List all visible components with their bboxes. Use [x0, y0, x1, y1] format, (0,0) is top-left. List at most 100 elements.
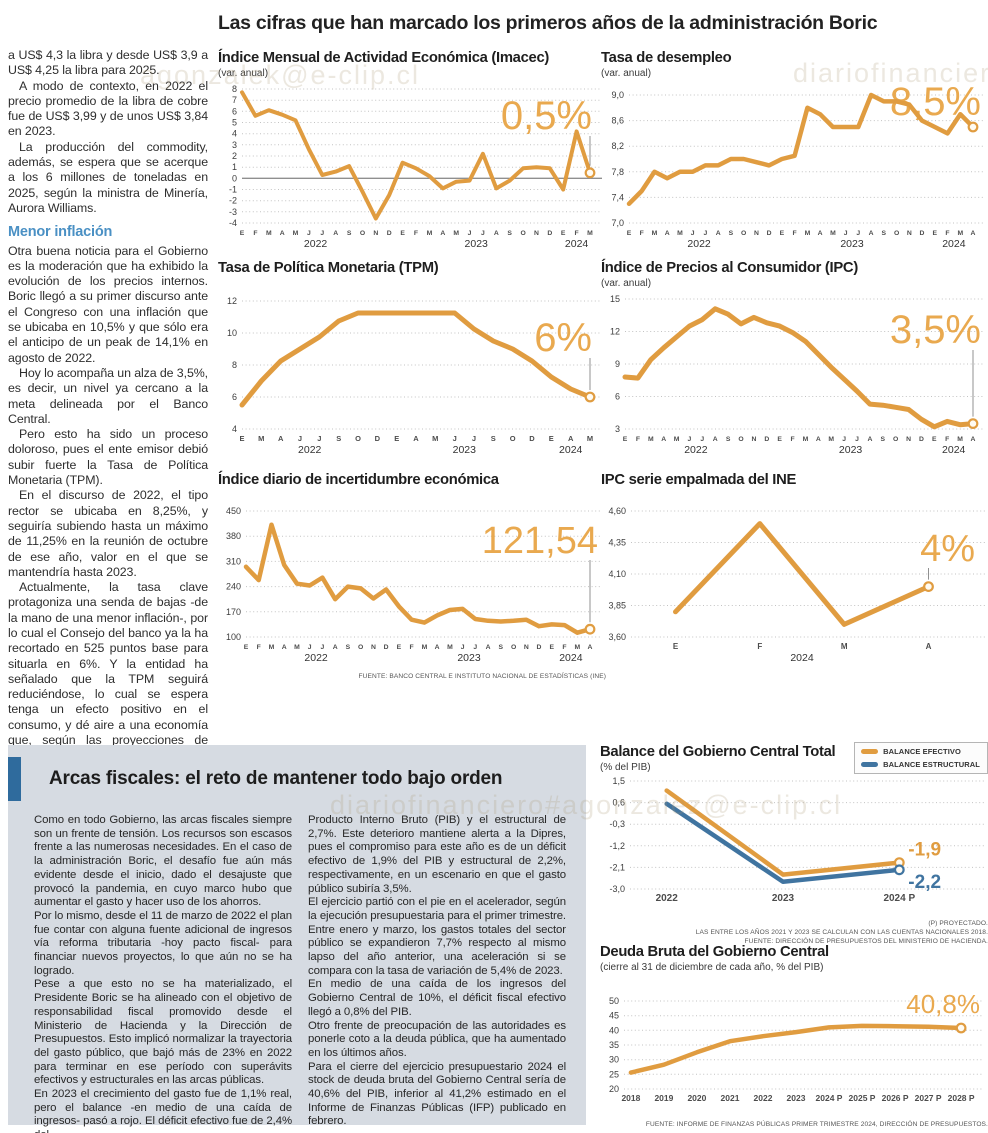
legend-swatch-estructural-icon [861, 762, 879, 767]
svg-text:D: D [387, 230, 392, 237]
svg-text:A: A [716, 230, 721, 237]
svg-text:6: 6 [232, 106, 237, 116]
svg-text:D: D [537, 644, 542, 651]
svg-text:J: J [298, 434, 302, 443]
legend-item-estructural: BALANCE ESTRUCTURAL [861, 760, 980, 769]
chart-footnote: LAS ENTRE LOS AÑOS 2021 Y 2023 SE CALCUL… [695, 928, 988, 936]
svg-text:N: N [907, 230, 912, 237]
svg-text:2024: 2024 [942, 238, 966, 250]
svg-text:M: M [841, 642, 848, 651]
svg-text:J: J [688, 436, 692, 443]
svg-text:S: S [881, 436, 886, 443]
fiscal-paragraph: El ejercicio partió con el pie en el ace… [308, 896, 566, 977]
svg-text:O: O [360, 230, 365, 237]
svg-text:12: 12 [227, 296, 237, 306]
svg-text:2024: 2024 [790, 652, 814, 664]
svg-text:O: O [355, 434, 361, 443]
svg-text:J: J [307, 230, 311, 237]
svg-text:D: D [920, 230, 925, 237]
svg-text:J: J [461, 644, 465, 651]
svg-text:F: F [757, 642, 762, 651]
svg-text:2028 P: 2028 P [948, 1093, 975, 1103]
svg-text:-1,9: -1,9 [908, 840, 941, 861]
svg-text:A: A [869, 230, 874, 237]
svg-text:F: F [562, 644, 566, 651]
chart-source: FUENTE: INFORME DE FINANZAS PÚBLICAS PRI… [645, 1121, 988, 1128]
svg-text:4: 4 [232, 129, 237, 139]
fiscal-section: Arcas fiscales: el reto de mantener todo… [8, 745, 586, 1133]
svg-text:M: M [587, 434, 593, 443]
svg-text:1,5: 1,5 [612, 776, 625, 786]
svg-text:2026 P: 2026 P [882, 1093, 909, 1103]
svg-text:2024 P: 2024 P [816, 1093, 843, 1103]
svg-text:2027 P: 2027 P [915, 1093, 942, 1103]
svg-text:M: M [830, 230, 836, 237]
svg-text:S: S [499, 644, 504, 651]
svg-text:30: 30 [609, 1055, 619, 1065]
chart-ipc: Índice de Precios al Consumidor (IPC) (v… [601, 260, 988, 464]
svg-text:J: J [472, 434, 476, 443]
svg-text:A: A [440, 230, 445, 237]
svg-text:M: M [574, 644, 580, 651]
svg-text:-2: -2 [229, 196, 237, 206]
svg-text:A: A [661, 436, 666, 443]
chart-legend: BALANCE EFECTIVO BALANCE ESTRUCTURAL [854, 742, 988, 774]
svg-text:3: 3 [232, 140, 237, 150]
tpm-line-chart: 12 10 8 6 4 E M A J J S O D E A M J J S O D E A M 2022 2023 2024 6% [218, 291, 606, 464]
svg-text:A: A [588, 644, 593, 651]
svg-text:A: A [494, 230, 499, 237]
svg-text:J: J [855, 436, 859, 443]
svg-text:F: F [257, 644, 261, 651]
svg-text:E: E [244, 644, 249, 651]
svg-text:50: 50 [609, 996, 619, 1006]
svg-text:7,8: 7,8 [611, 167, 624, 177]
svg-text:8,6: 8,6 [611, 116, 624, 126]
svg-text:45: 45 [609, 1011, 619, 1021]
svg-text:4: 4 [232, 424, 237, 434]
incertidumbre-line-chart: 450 380 310 240 170 100 E F M A M J J A S O N D E F M A M J J A S O… [218, 503, 606, 672]
svg-text:E: E [549, 434, 554, 443]
svg-text:-1: -1 [229, 185, 237, 195]
svg-text:170: 170 [226, 607, 241, 617]
svg-text:N: N [751, 436, 756, 443]
article-paragraph: A modo de contexto, en 2022 el precio pr… [8, 78, 208, 139]
svg-text:121,54: 121,54 [482, 520, 598, 562]
svg-text:E: E [394, 434, 399, 443]
svg-text:E: E [673, 642, 679, 651]
svg-text:M: M [269, 644, 275, 651]
svg-text:M: M [652, 230, 658, 237]
svg-text:A: A [818, 230, 823, 237]
svg-text:A: A [486, 644, 491, 651]
svg-text:-3,0: -3,0 [609, 884, 625, 894]
legend-swatch-efectivo-icon [861, 749, 879, 754]
svg-text:A: A [333, 644, 338, 651]
svg-text:J: J [691, 230, 695, 237]
svg-text:A: A [280, 230, 285, 237]
svg-text:O: O [738, 436, 743, 443]
svg-text:J: J [468, 230, 472, 237]
svg-text:-3: -3 [229, 207, 237, 217]
svg-text:N: N [524, 644, 529, 651]
svg-text:O: O [511, 644, 516, 651]
chart-title: IPC serie empalmada del INE [601, 472, 797, 488]
svg-text:-1,2: -1,2 [609, 841, 625, 851]
svg-text:S: S [507, 230, 512, 237]
svg-text:O: O [520, 230, 525, 237]
svg-text:M: M [648, 436, 654, 443]
left-article-column: a US$ 4,3 la libra y desde US$ 3,9 a US$… [8, 48, 208, 779]
svg-text:2023: 2023 [772, 893, 795, 904]
svg-text:S: S [491, 434, 496, 443]
svg-text:4,60: 4,60 [608, 506, 626, 516]
svg-text:M: M [828, 436, 834, 443]
svg-text:8: 8 [232, 360, 237, 370]
svg-text:2018: 2018 [621, 1093, 640, 1103]
fiscal-column-1: Como en todo Gobierno, las arcas fiscale… [34, 814, 292, 1133]
chart-subtitle: (cierre al 31 de diciembre de cada año, … [600, 962, 824, 973]
svg-text:2023: 2023 [465, 238, 489, 250]
svg-text:3,85: 3,85 [608, 601, 626, 611]
svg-text:2023: 2023 [453, 444, 477, 456]
article-subheading: Menor inflación [8, 224, 113, 241]
svg-text:2022: 2022 [684, 444, 708, 456]
svg-text:S: S [347, 230, 352, 237]
